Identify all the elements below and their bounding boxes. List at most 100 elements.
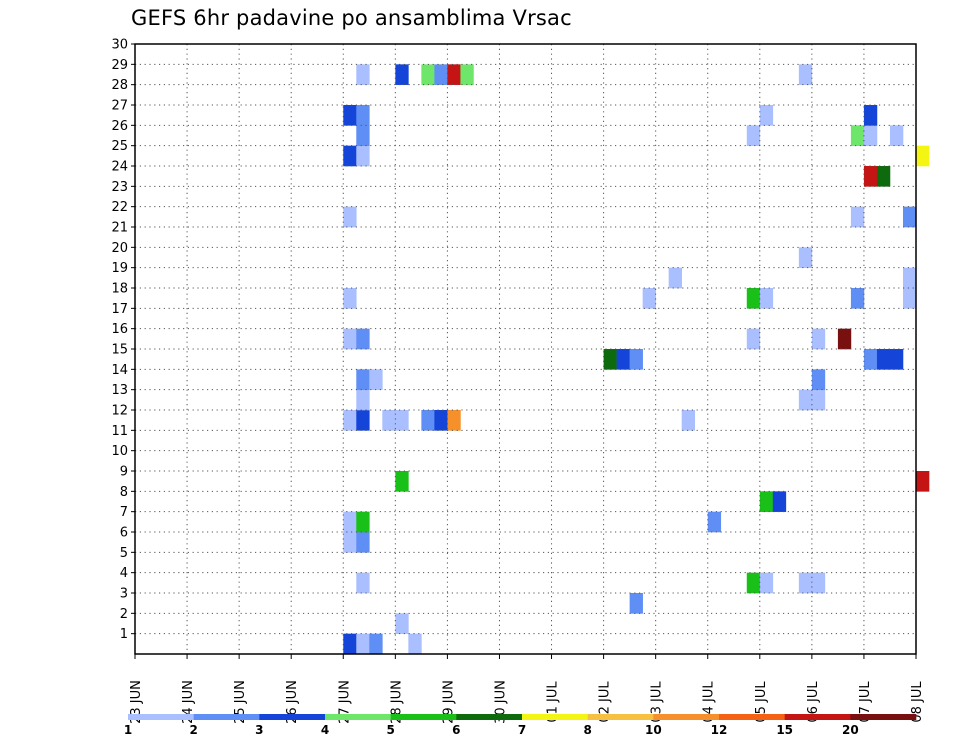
x-axis: 23 JUN 24 JUN 25 JUN 26 JUN 27 JUN 28 JUN 29 J… xyxy=(129,654,925,724)
y-tick-label: 26 xyxy=(111,119,128,134)
colorbar-label: 15 xyxy=(776,723,793,737)
colorbar-label: 10 xyxy=(645,723,662,737)
precip-cell xyxy=(343,288,357,309)
precip-cell xyxy=(356,511,370,533)
precip-cell xyxy=(746,288,761,309)
precip-cell xyxy=(642,288,656,309)
precip-cell xyxy=(876,166,891,187)
colorbar-swatch xyxy=(850,714,917,720)
precip-cell xyxy=(356,125,370,146)
precip-cell xyxy=(902,267,917,289)
colorbar-label: 5 xyxy=(386,723,394,737)
precip-cell xyxy=(629,349,643,370)
precip-cell xyxy=(343,328,357,350)
colorbar-label: 1 xyxy=(124,723,132,737)
y-tick-label: 24 xyxy=(111,160,128,175)
colorbar-swatch xyxy=(325,714,391,720)
precip-cell xyxy=(369,633,383,655)
colorbar-swatch xyxy=(456,714,523,720)
x-tick-label: 24 JUN xyxy=(181,680,196,724)
precip-cell xyxy=(746,328,761,350)
y-tick-label: 17 xyxy=(111,302,128,317)
precip-cell xyxy=(876,349,891,370)
x-tick-label: 26 JUN xyxy=(285,680,300,724)
y-tick-label: 16 xyxy=(111,322,128,337)
x-tick-label: 25 JUN xyxy=(233,680,248,724)
precip-cell xyxy=(668,267,682,289)
x-tick-label: 28 JUN xyxy=(389,680,404,724)
precip-cell xyxy=(681,410,696,431)
x-tick-label: 01 JUL xyxy=(546,681,561,723)
grid-lines xyxy=(135,44,916,654)
precip-cell xyxy=(759,491,774,512)
precip-cell xyxy=(863,349,878,370)
y-tick-label: 4 xyxy=(120,566,128,581)
precip-cell xyxy=(343,511,357,533)
precip-cell xyxy=(421,64,435,85)
y-tick-label: 13 xyxy=(111,383,128,398)
y-tick-label: 30 xyxy=(111,38,128,53)
precip-cell xyxy=(811,369,826,390)
x-tick-label: 23 JUN xyxy=(129,680,144,724)
colorbar-swatch xyxy=(259,714,326,720)
precip-cell xyxy=(356,389,370,411)
precip-cell xyxy=(889,349,904,370)
precip-cell xyxy=(343,410,357,431)
y-axis: 1234567891011121314151617181920212223242… xyxy=(111,38,135,642)
colorbar-label: 8 xyxy=(583,723,591,737)
y-tick-label: 22 xyxy=(111,200,128,215)
precip-cell xyxy=(369,369,383,390)
precip-cell xyxy=(356,532,370,553)
y-tick-label: 2 xyxy=(120,607,128,622)
precip-cell xyxy=(356,572,370,594)
y-tick-label: 21 xyxy=(111,221,128,236)
y-tick-label: 19 xyxy=(111,261,128,276)
precip-cell xyxy=(395,64,409,85)
x-tick-label: 06 JUL xyxy=(806,681,821,723)
x-tick-label: 27 JUN xyxy=(337,680,352,724)
y-tick-label: 7 xyxy=(120,505,128,520)
precip-cell xyxy=(798,247,813,268)
precip-cell xyxy=(343,633,357,655)
y-tick-label: 28 xyxy=(111,78,128,93)
precip-cell xyxy=(356,369,370,390)
colorbar-swatch xyxy=(522,714,588,720)
precip-cell xyxy=(447,64,461,85)
x-tick-label: 29 JUN xyxy=(441,680,456,724)
precip-cell xyxy=(343,145,357,167)
y-tick-label: 23 xyxy=(111,180,128,195)
precip-cell xyxy=(916,145,930,167)
precip-cell xyxy=(863,125,878,146)
colorbar-swatch xyxy=(719,714,785,720)
precip-cell xyxy=(395,410,409,431)
precip-cell xyxy=(382,410,396,431)
y-tick-label: 18 xyxy=(111,282,128,297)
colorbar-label: 3 xyxy=(255,723,263,737)
precip-cell xyxy=(356,633,370,655)
precip-cell xyxy=(759,288,774,309)
ensemble-cells xyxy=(343,64,930,655)
precip-cell xyxy=(746,125,761,146)
x-tick-label: 05 JUL xyxy=(754,681,769,723)
precip-cell xyxy=(356,410,370,431)
precip-cell xyxy=(395,613,409,634)
precip-cell xyxy=(902,206,917,228)
precip-cell xyxy=(916,471,930,492)
precip-cell xyxy=(356,105,370,126)
x-tick-label: 02 JUL xyxy=(598,681,613,723)
colorbar-swatch xyxy=(128,714,194,720)
precip-cell xyxy=(421,410,435,431)
precip-cell xyxy=(772,491,787,512)
colorbar: 1 2 3 4 5 6 7 8 10 12 15 20 xyxy=(124,714,917,737)
precip-cell xyxy=(603,349,617,370)
colorbar-swatch xyxy=(587,714,654,720)
y-tick-label: 25 xyxy=(111,139,128,154)
y-tick-label: 8 xyxy=(120,485,128,500)
precip-cell xyxy=(408,633,422,655)
precip-cell xyxy=(850,288,865,309)
colorbar-swatch xyxy=(390,714,457,720)
x-tick-label: 30 JUN xyxy=(493,680,508,724)
precip-cell xyxy=(850,125,865,146)
y-tick-label: 1 xyxy=(120,627,128,642)
y-tick-label: 11 xyxy=(111,424,128,439)
